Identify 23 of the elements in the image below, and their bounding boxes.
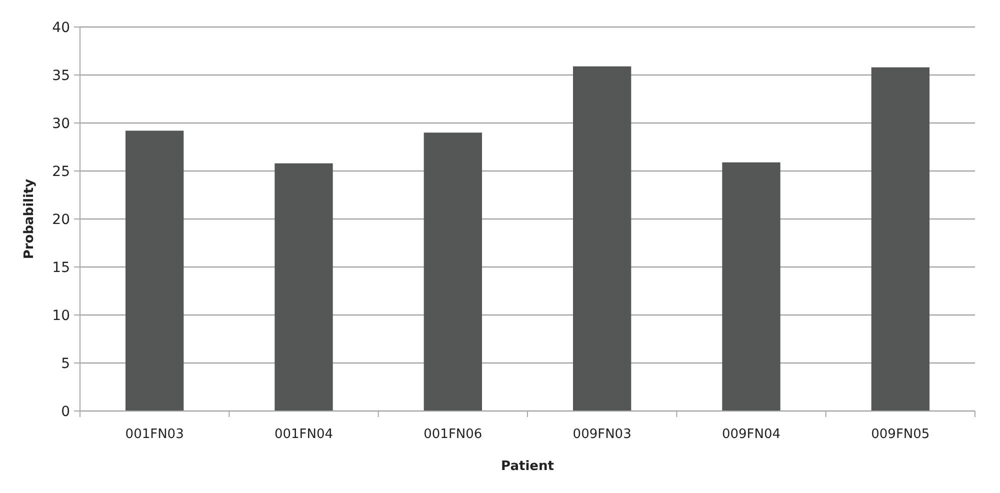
y-tick-label: 25 bbox=[52, 164, 70, 180]
bar bbox=[722, 162, 780, 411]
y-tick-label: 20 bbox=[52, 212, 70, 228]
x-tick-label: 009FN04 bbox=[722, 427, 781, 442]
y-tick-label: 40 bbox=[52, 20, 70, 36]
x-tick-label: 001FN03 bbox=[125, 427, 184, 442]
bar bbox=[572, 66, 632, 411]
y-tick-label: 15 bbox=[52, 260, 70, 276]
x-tick-label: 001FN04 bbox=[274, 427, 334, 442]
bar bbox=[274, 163, 333, 411]
bar bbox=[125, 130, 184, 411]
bar bbox=[871, 67, 930, 411]
x-tick-label: 001FN06 bbox=[424, 427, 482, 442]
bar bbox=[424, 132, 482, 411]
y-tick-label: 35 bbox=[52, 68, 70, 84]
x-axis-title: Patient bbox=[501, 459, 554, 474]
y-axis-title: Probability bbox=[22, 178, 37, 260]
x-tick-label: 009FN05 bbox=[871, 427, 930, 442]
y-tick-label: 0 bbox=[61, 404, 70, 420]
x-tick-label: 009FN03 bbox=[572, 427, 632, 442]
y-tick-label: 10 bbox=[52, 308, 70, 324]
y-tick-label: 5 bbox=[61, 356, 70, 372]
y-tick-label: 30 bbox=[52, 116, 70, 132]
